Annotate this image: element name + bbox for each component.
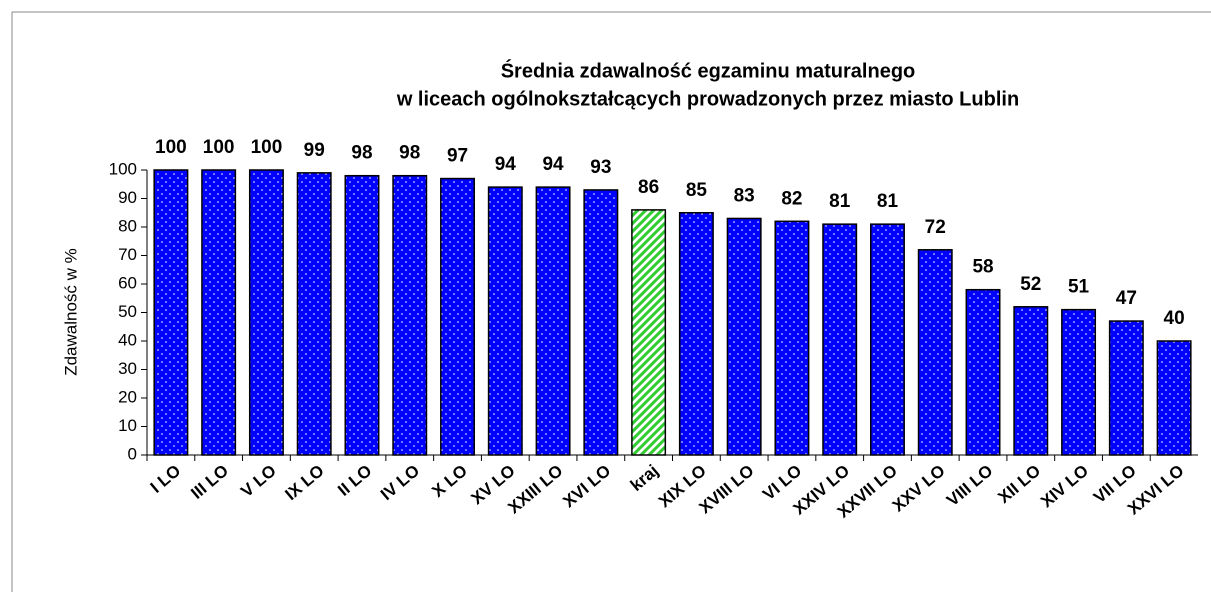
bar bbox=[487, 186, 523, 456]
x-tick-label: XII LO bbox=[994, 461, 1044, 507]
x-tick-label: IX LO bbox=[281, 461, 327, 504]
bar bbox=[153, 169, 189, 456]
y-tick-label: 60 bbox=[118, 273, 137, 292]
bar bbox=[583, 189, 619, 456]
y-tick-label: 50 bbox=[118, 302, 137, 321]
value-label: 58 bbox=[972, 257, 993, 278]
bar bbox=[774, 220, 810, 456]
value-label: 100 bbox=[251, 137, 283, 158]
chart-title: w liceach ogólnokształcących prowadzonyc… bbox=[396, 88, 1019, 110]
value-label: 94 bbox=[495, 154, 517, 175]
value-label: 85 bbox=[686, 180, 708, 201]
value-label: 98 bbox=[351, 143, 372, 164]
value-label: 99 bbox=[304, 140, 325, 161]
x-tick-label: XXIII LO bbox=[504, 461, 566, 517]
bar bbox=[392, 174, 428, 456]
value-label: 47 bbox=[1116, 288, 1137, 309]
chart-title: Średnia zdawalność egzaminu maturalnego bbox=[501, 58, 916, 82]
bar bbox=[535, 186, 571, 456]
y-axis-label: Zdawalność w % bbox=[61, 248, 80, 376]
bar bbox=[870, 223, 905, 456]
x-tick-label: XIV LO bbox=[1037, 461, 1092, 511]
x-tick-label: XVI LO bbox=[559, 461, 614, 511]
bar bbox=[678, 212, 714, 456]
x-tick-label: X LO bbox=[428, 461, 471, 501]
y-tick-label: 0 bbox=[128, 444, 137, 463]
y-tick-label: 70 bbox=[118, 245, 137, 264]
value-label: 82 bbox=[781, 188, 802, 209]
bar bbox=[822, 223, 858, 456]
value-label: 97 bbox=[447, 146, 468, 167]
bar bbox=[1013, 306, 1049, 456]
value-label: 83 bbox=[734, 185, 755, 206]
x-tick-label: IV LO bbox=[377, 461, 423, 504]
bar bbox=[296, 172, 332, 456]
x-tick-label: V LO bbox=[237, 461, 280, 501]
y-tick-label: 30 bbox=[118, 359, 137, 378]
bar bbox=[1061, 308, 1097, 456]
value-label: 100 bbox=[155, 137, 187, 158]
value-label: 51 bbox=[1068, 277, 1090, 298]
value-label: 81 bbox=[877, 191, 899, 212]
x-tick-label: XVIII LO bbox=[695, 461, 757, 517]
value-label: 100 bbox=[203, 137, 235, 158]
bar bbox=[917, 249, 953, 456]
y-tick-label: 90 bbox=[118, 188, 137, 207]
x-tick-label: VIII LO bbox=[943, 461, 996, 510]
x-tick-label: II LO bbox=[334, 461, 375, 500]
bar bbox=[726, 217, 762, 456]
value-label: 81 bbox=[829, 191, 851, 212]
value-label: 72 bbox=[925, 217, 946, 238]
bar bbox=[1108, 320, 1144, 456]
value-label: 86 bbox=[638, 177, 659, 198]
y-tick-label: 20 bbox=[118, 387, 137, 406]
y-tick-label: 80 bbox=[118, 216, 137, 235]
value-label: 94 bbox=[542, 154, 564, 175]
bar bbox=[248, 169, 284, 456]
bar bbox=[1156, 340, 1192, 456]
bar bbox=[201, 169, 237, 456]
bar bbox=[440, 177, 475, 456]
value-label: 98 bbox=[399, 143, 420, 164]
bar bbox=[344, 174, 380, 456]
y-tick-label: 100 bbox=[109, 159, 137, 178]
x-tick-label: XXV LO bbox=[889, 461, 949, 516]
x-tick-label: kraj bbox=[627, 461, 662, 495]
value-label: 40 bbox=[1164, 308, 1185, 329]
x-tick-label: I LO bbox=[147, 461, 185, 497]
bar bbox=[631, 209, 667, 456]
y-tick-label: 40 bbox=[118, 330, 137, 349]
bar bbox=[965, 288, 1001, 456]
x-tick-label: III LO bbox=[187, 461, 232, 503]
value-label: 52 bbox=[1020, 274, 1041, 295]
value-label: 93 bbox=[590, 157, 611, 178]
y-tick-label: 10 bbox=[118, 416, 137, 435]
